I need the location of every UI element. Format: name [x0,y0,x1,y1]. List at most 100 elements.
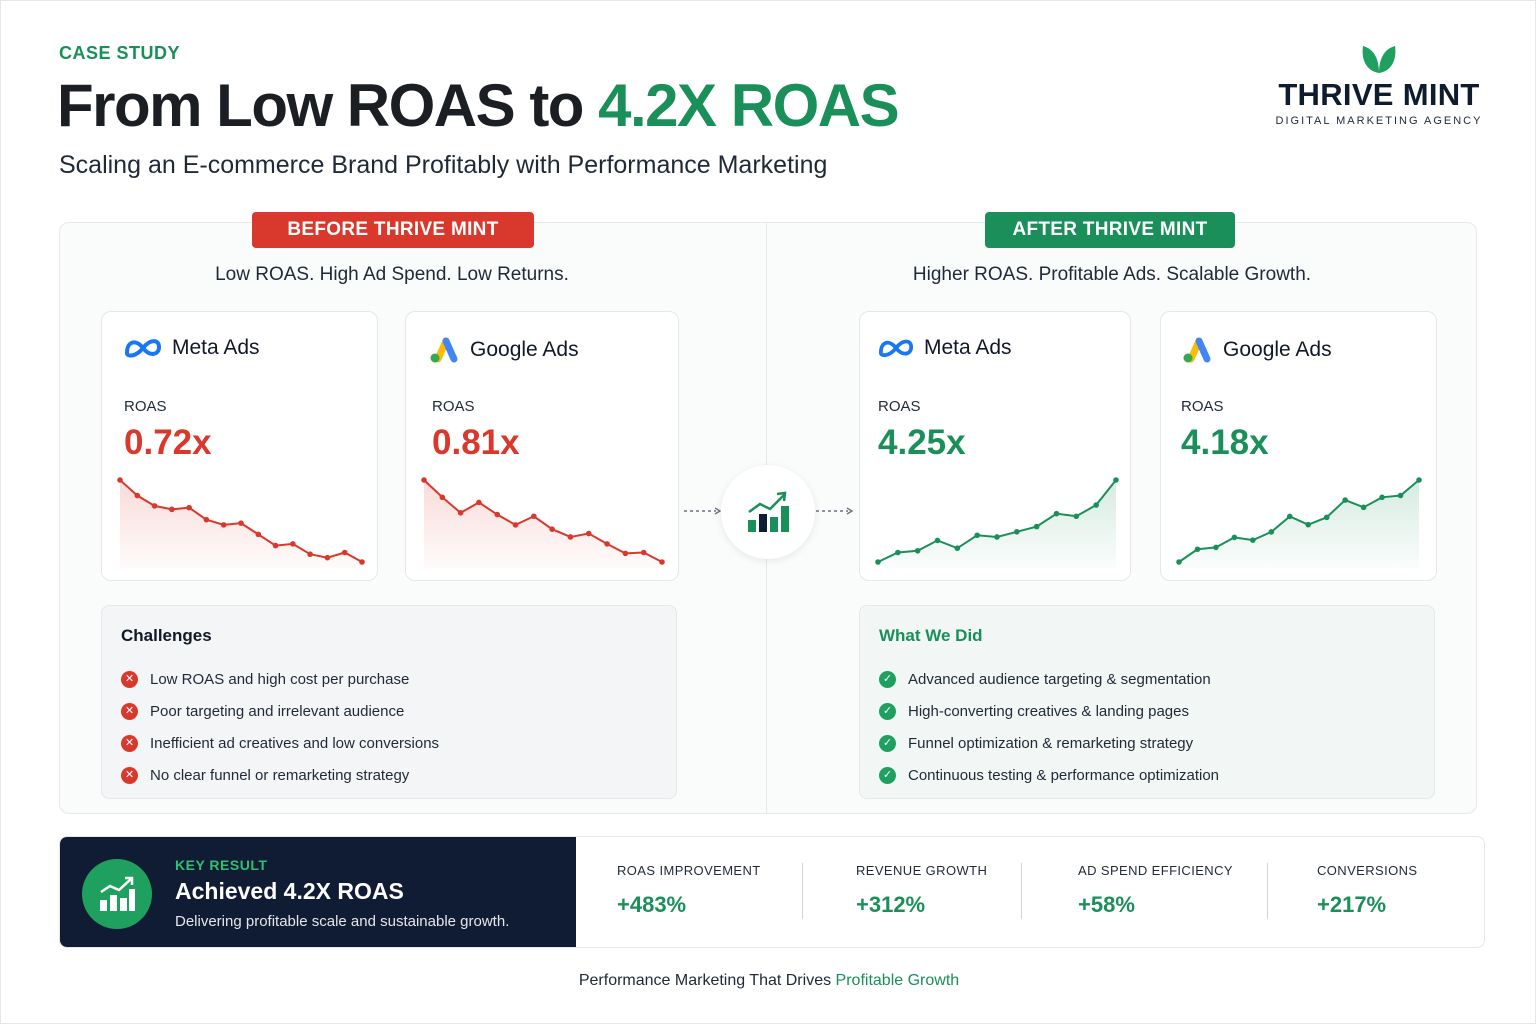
sparkline-point [1213,544,1219,551]
metric-value: +483% [617,892,687,917]
check-circle-icon: ✓ [879,670,896,688]
x-circle-icon: ✕ [121,670,138,688]
x-circle-icon: ✕ [121,702,138,720]
challenges-box: Challenges ✕ Low ROAS and high cost per p… [101,605,677,799]
card-header: Google Ads [428,336,579,364]
sparkline-point [1286,513,1293,520]
sparkline-point [1113,477,1119,483]
sparkline-point [1268,529,1275,535]
list-item-text: No clear funnel or remarketing strategy [150,766,410,784]
metric-label: REVENUE GROWTH [856,863,988,878]
list-item: ✕ Low ROAS and high cost per purchase [121,663,439,695]
list-item-text: Continuous testing & performance optimiz… [908,766,1220,784]
sparkline-point [307,551,313,558]
check-circle-icon: ✓ [879,702,896,720]
before-meta-card: Meta Ads ROAS 0.72x [101,311,378,581]
before-google-card: Google Ads ROAS 0.81x [405,311,679,581]
footer-slogan: Performance Marketing That Drives Profit… [1,972,1536,990]
key-result-description: Delivering profitable scale and sustaina… [175,913,510,930]
sparkline-line [423,479,663,563]
platform-name: Google Ads [1223,338,1332,361]
sparkline-area [424,480,662,568]
page-subtitle: Scaling an E-commerce Brand Profitably w… [59,151,828,179]
challenges-list: ✕ Low ROAS and high cost per purchase ✕ Po… [121,663,439,791]
after-tagline: Higher ROAS. Profitable Ads. Scalable Gr… [912,264,1312,285]
key-result-panel: KEY RESULT Achieved 4.2X ROAS Delivering… [60,837,576,947]
sparkline-area [1179,480,1419,568]
sparkline-point [994,534,1000,540]
sparkline-point [341,549,348,556]
sparkline-point [549,526,555,532]
sparkline-point [1360,504,1367,511]
list-item-text: Advanced audience targeting & segmentati… [908,670,1211,688]
sparkline-line [1178,479,1420,563]
list-item-text: High-converting creatives & landing page… [908,702,1189,720]
growth-hub [721,465,815,559]
roas-label: ROAS [124,398,167,415]
list-item: ✕ Poor targeting and irrelevant audience [121,695,439,727]
after-badge: AFTER THRIVE MINT [985,212,1235,248]
list-item: ✕ Inefficient ad creatives and low conver… [121,727,439,759]
sparkline-chart [1176,477,1422,568]
sparkline-point [1323,514,1330,521]
list-item: ✓ High-converting creatives & landing pag… [879,695,1219,727]
meta-logo-icon [125,339,161,358]
key-result-label: KEY RESULT [175,857,268,873]
sparkline-chart [875,477,1119,568]
roas-label: ROAS [878,398,921,415]
sparkline-point [974,532,980,539]
metric-divider [1021,863,1022,919]
sparkline-point [324,554,331,561]
growth-chart-icon [748,491,789,532]
sparkline-point [914,547,921,554]
metric-divider [802,863,803,919]
sparkline-point [1033,523,1040,530]
platform-name: Meta Ads [172,336,260,359]
sparkline-point [622,550,629,557]
brand-name: THRIVE MINT [1278,77,1480,112]
sparkline-point [1014,528,1020,535]
sparkline-point [567,534,574,540]
list-item-text: Poor targeting and irrelevant audience [150,702,405,720]
sparkline-point [1176,559,1182,565]
sparkline-point [585,530,592,537]
sparkline-point [186,504,192,511]
platform-name: Meta Ads [924,336,1012,359]
platform-name: Google Ads [470,338,579,361]
sparkline-point [1305,521,1312,528]
actions-list: ✓ Advanced audience targeting & segmentat… [879,663,1219,791]
sparkline-point [640,549,647,556]
sparkline-point [134,492,141,499]
page-title: From Low ROAS to 4.2X ROAS [57,71,900,140]
roas-value: 4.25x [878,423,966,462]
sparkline-point [934,537,941,544]
metric-divider [1267,863,1268,919]
sparkline-point [255,531,262,538]
sparkline-point [1093,502,1099,508]
sparkline-point [875,559,881,565]
sparkline-point [117,477,123,483]
sparkline-point [954,545,961,551]
google-ads-logo-icon [430,337,458,363]
sparkline-point [604,541,610,547]
sparkline-chart [117,477,365,568]
challenges-title: Challenges [121,626,212,645]
sparkline-point [421,477,427,483]
brand-logo: THRIVE MINT DIGITAL MARKETING AGENCY [1269,43,1489,127]
footer-accent: Profitable Growth [835,972,960,989]
metric-label: ROAS IMPROVEMENT [617,863,761,878]
after-google-card: Google Ads ROAS 4.18x [1160,311,1437,581]
metric-label: CONVERSIONS [1317,863,1418,878]
sparkline-point [169,506,175,513]
list-item: ✓ Funnel optimization & remarketing strat… [879,727,1219,759]
sparkline-point [659,559,665,565]
sparkline-point [494,511,501,518]
eyebrow-label: CASE STUDY [59,43,181,63]
after-meta-card: Meta Ads ROAS 4.25x [859,311,1131,581]
roas-value: 0.81x [432,423,520,462]
key-result-bar: KEY RESULT Achieved 4.2X ROAS Delivering… [59,836,1485,948]
sparkline-point [1379,494,1385,501]
title-accent: 4.2X ROAS [598,72,899,139]
roas-label: ROAS [432,398,475,415]
sparkline-point [531,513,537,520]
